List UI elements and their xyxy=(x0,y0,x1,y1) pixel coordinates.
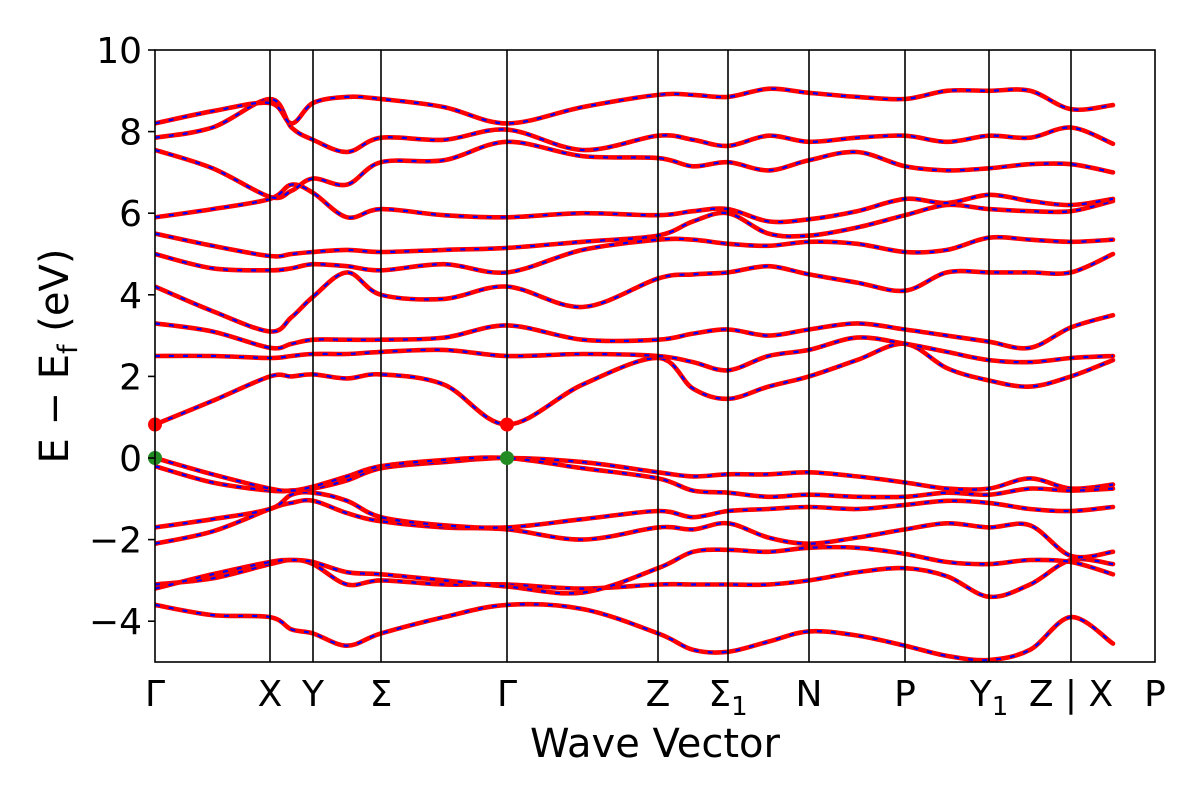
band-line-blue xyxy=(155,336,1114,372)
x-axis-ticks: Γ X Y Σ Γ Z Σ1 N P Y1 Z | X P xyxy=(145,674,1166,722)
band-line-blue xyxy=(155,140,1114,200)
x-tick-label: Σ1 xyxy=(708,674,747,722)
x-tick-label: Y1 xyxy=(969,674,1009,722)
x-tick-label: N xyxy=(796,674,823,715)
y-axis-label-sub: f xyxy=(53,343,84,354)
x-tick-label: P xyxy=(894,674,916,715)
band-line-blue xyxy=(155,87,1114,125)
y-tick-label: 10 xyxy=(96,31,142,72)
band-line-red xyxy=(155,96,1116,155)
x-tick-label: Σ xyxy=(370,674,393,715)
band-line-red xyxy=(155,86,1116,126)
band-line-blue xyxy=(155,97,1114,154)
y-tick-label: 6 xyxy=(119,194,142,235)
vbm-marker xyxy=(500,451,514,465)
band-line-red xyxy=(155,182,1116,225)
band-line-red xyxy=(155,198,1116,259)
band-line-red xyxy=(155,312,1116,351)
bands-layer xyxy=(155,86,1116,662)
y-tick-label: 8 xyxy=(119,113,142,154)
band-line-blue xyxy=(155,603,1114,662)
y-axis-label-main: E − E xyxy=(32,354,78,464)
x-tick-label: Γ xyxy=(497,674,517,715)
y-tick-label: 0 xyxy=(119,439,142,480)
y-tick-label: −4 xyxy=(89,602,142,643)
y-axis-label-unit: (eV) xyxy=(32,249,78,345)
band-line-blue xyxy=(155,546,1114,595)
cbm-marker xyxy=(500,417,514,432)
band-line-blue xyxy=(155,499,1114,559)
x-tick-label: Z | X xyxy=(1029,674,1113,715)
y-axis-label: E − Ef (eV) xyxy=(32,249,84,464)
kpoint-lines xyxy=(269,50,1072,662)
y-tick-label: −2 xyxy=(89,521,142,562)
band-line-red xyxy=(155,455,1116,500)
band-line-red xyxy=(155,601,1116,662)
y-tick-label: 2 xyxy=(119,357,142,398)
band-line-blue xyxy=(155,199,1114,258)
y-tick-label: 4 xyxy=(119,276,142,317)
band-line-red xyxy=(155,139,1116,201)
band-line-red xyxy=(155,234,1116,276)
band-line-red xyxy=(155,489,1116,531)
x-axis-label: Wave Vector xyxy=(530,721,781,767)
band-line-blue xyxy=(155,252,1114,333)
band-line-red xyxy=(155,497,1116,560)
x-tick-label: Γ xyxy=(145,674,165,715)
plot-frame xyxy=(154,49,1156,663)
band-line-blue xyxy=(155,342,1114,426)
x-tick-label: Z xyxy=(646,674,671,715)
x-tick-label: Y xyxy=(301,674,325,715)
x-tick-label: X xyxy=(258,674,283,715)
x-tick-label: P xyxy=(1144,674,1166,715)
band-line-blue xyxy=(155,491,1114,529)
y-axis-ticks: −4 −2 0 2 4 6 8 10 xyxy=(89,31,155,643)
